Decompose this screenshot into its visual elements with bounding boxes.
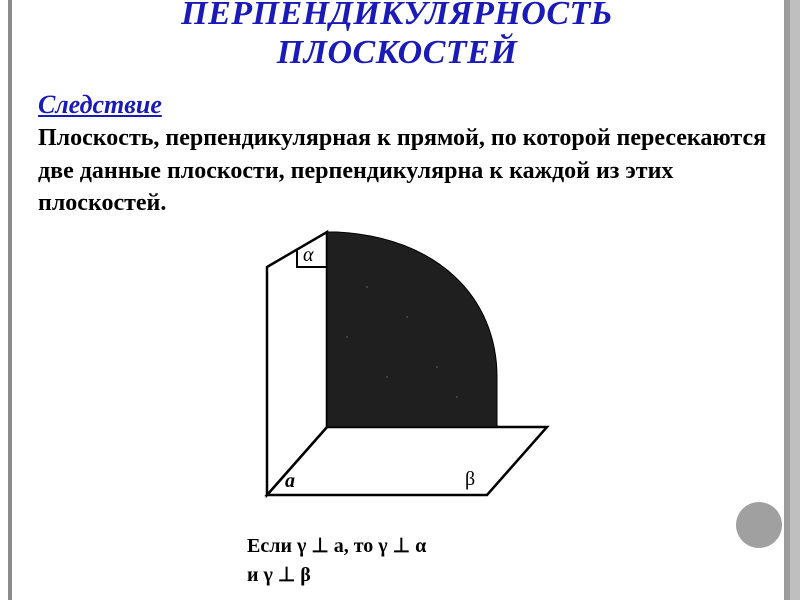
figure-wrap: α a β Если γ ⊥ a, то γ ⊥ α и γ ⊥ β — [10, 227, 784, 590]
label-alpha: α — [303, 244, 314, 266]
side-strip — [784, 0, 790, 600]
label-beta: β — [465, 468, 475, 490]
slide-container: ПЕРПЕНДИКУЛЯРНОСТЬ ПЛОСКОСТЕЙ Следствие … — [0, 0, 784, 600]
figure: α a β Если γ ⊥ a, то γ ⊥ α и γ ⊥ β — [237, 227, 557, 590]
body-text: Плоскость, перпендикулярная к прямой, по… — [38, 122, 774, 219]
label-a: a — [285, 470, 295, 492]
slide-title: ПЕРПЕНДИКУЛЯРНОСТЬ ПЛОСКОСТЕЙ — [10, 0, 784, 72]
title-line1: ПЕРПЕНДИКУЛЯРНОСТЬ — [181, 0, 613, 32]
next-slide-button[interactable] — [736, 502, 782, 548]
dark-solid — [327, 232, 497, 427]
title-line2: ПЛОСКОСТЕЙ — [277, 34, 518, 71]
caption-line2: и γ ⊥ β — [247, 564, 311, 586]
subtitle: Следствие — [38, 90, 784, 120]
slide-content: ПЕРПЕНДИКУЛЯРНОСТЬ ПЛОСКОСТЕЙ Следствие … — [10, 0, 784, 600]
caption-line1: Если γ ⊥ a, то γ ⊥ α — [247, 535, 426, 557]
figure-caption: Если γ ⊥ a, то γ ⊥ α и γ ⊥ β — [247, 532, 547, 590]
geometry-diagram: α a β — [237, 227, 557, 517]
